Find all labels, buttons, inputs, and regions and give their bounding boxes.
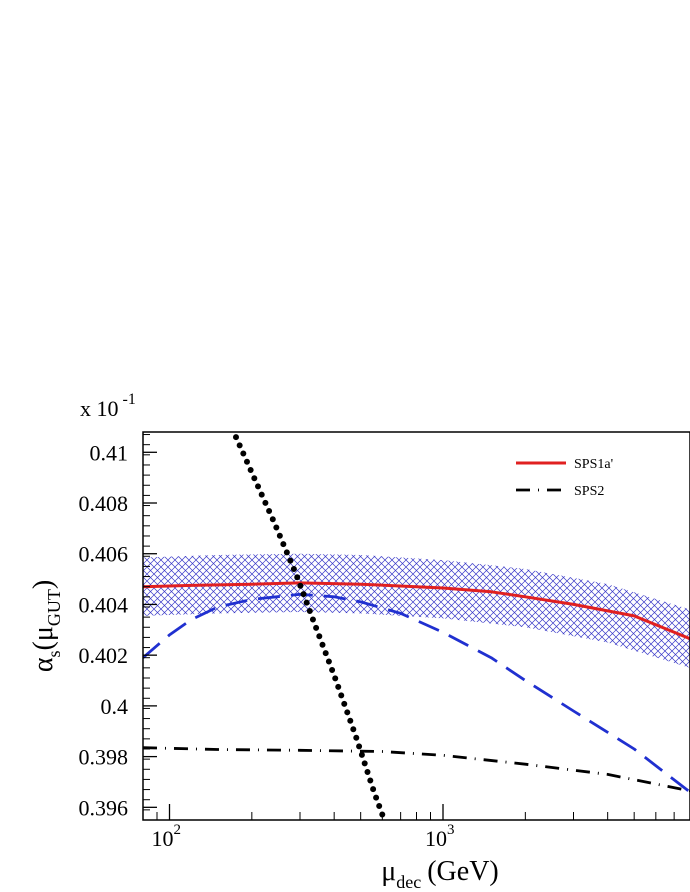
y-tick-label: 0.408 <box>79 491 129 516</box>
y-tick-label: 0.404 <box>79 592 129 617</box>
legend-label: SPS2 <box>574 484 604 499</box>
y-tick-label: 0.406 <box>79 542 129 567</box>
series-line-dashed <box>143 592 690 794</box>
series-line-dotted <box>233 434 388 820</box>
series-line-solid <box>143 581 690 641</box>
y-tick-label: 0.4 <box>101 694 129 719</box>
x-tick-label: 103 <box>425 822 455 851</box>
legend: SPS1a' SPS2 <box>516 457 613 499</box>
y-tick-label: 0.41 <box>90 440 129 465</box>
y-tick-label: 0.396 <box>79 795 129 820</box>
series-layer <box>143 434 690 820</box>
y-tick-label: 0.398 <box>79 745 129 770</box>
x-tick-labels: 102 103 <box>152 822 455 851</box>
ticks-layer <box>142 434 690 821</box>
series-line-dashdot <box>143 746 690 793</box>
legend-label: SPS1a' <box>574 457 613 472</box>
y-multiplier: x 10 -1 <box>80 391 136 421</box>
x-tick-label: 102 <box>152 822 182 851</box>
y-tick-labels: 0.396 0.398 0.4 0.402 0.404 0.406 0.408 0.41 <box>79 440 129 820</box>
y-tick-label: 0.402 <box>79 643 129 668</box>
y-axis-title: αs(μGUT) <box>28 580 64 672</box>
x-axis-title: μdec (GeV) <box>381 856 499 892</box>
